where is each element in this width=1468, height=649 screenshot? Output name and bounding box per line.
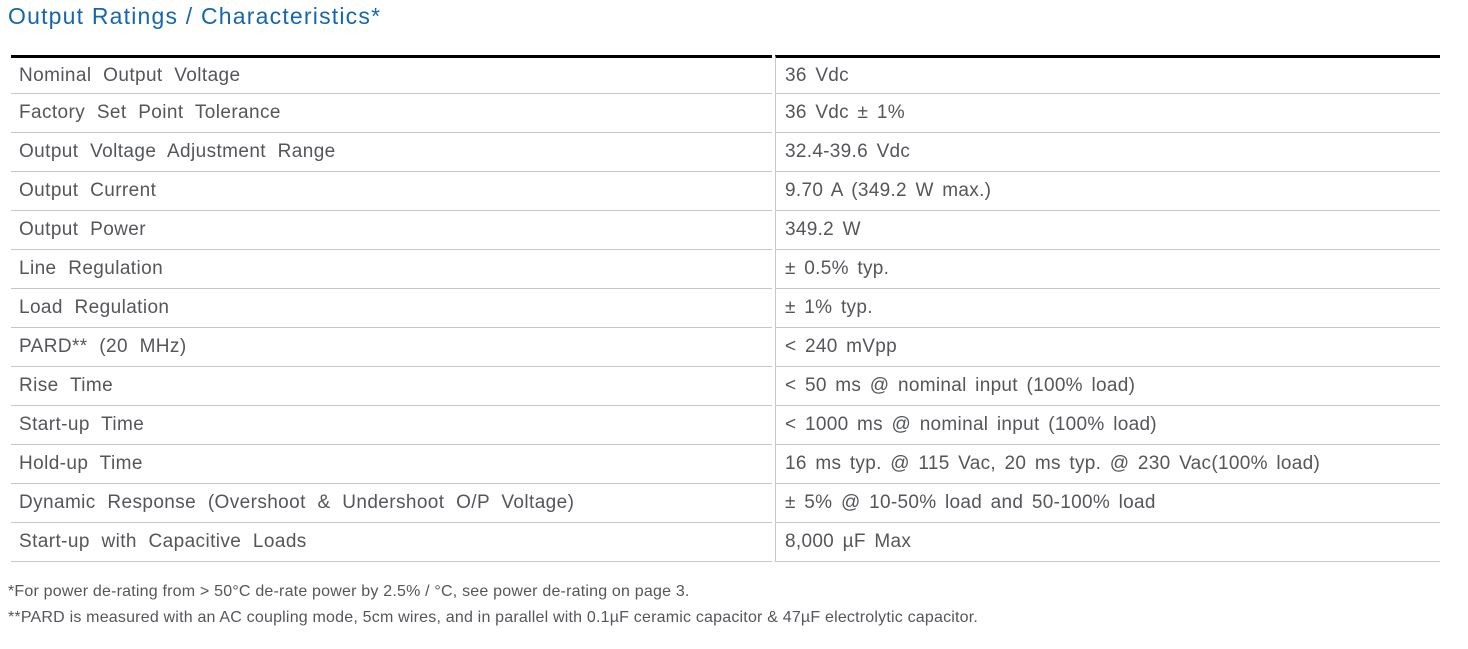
table-row: Line Regulation ± 0.5% typ. xyxy=(11,250,1440,289)
row-parameter-value: 8,000 µF Max xyxy=(775,523,1440,562)
row-parameter-value: < 240 mVpp xyxy=(775,328,1440,367)
row-parameter-label: Rise Time xyxy=(11,367,772,406)
row-parameter-label: Output Power xyxy=(11,211,772,250)
row-parameter-value: ± 1% typ. xyxy=(775,289,1440,328)
row-parameter-label: Factory Set Point Tolerance xyxy=(11,94,772,133)
row-parameter-label: Line Regulation xyxy=(11,250,772,289)
table-row: PARD** (20 MHz) < 240 mVpp xyxy=(11,328,1440,367)
row-parameter-label: Hold-up Time xyxy=(11,445,772,484)
table-body: Nominal Output Voltage 36 Vdc Factory Se… xyxy=(11,55,1440,562)
row-parameter-value: < 1000 ms @ nominal input (100% load) xyxy=(775,406,1440,445)
row-parameter-label: Output Voltage Adjustment Range xyxy=(11,133,772,172)
table-row: Load Regulation ± 1% typ. xyxy=(11,289,1440,328)
row-parameter-label: Dynamic Response (Overshoot & Undershoot… xyxy=(11,484,772,523)
page-title: Output Ratings / Characteristics* xyxy=(8,3,382,29)
table-row: Dynamic Response (Overshoot & Undershoot… xyxy=(11,484,1440,523)
table-row: Start-up Time < 1000 ms @ nominal input … xyxy=(11,406,1440,445)
table-row: Factory Set Point Tolerance 36 Vdc ± 1% xyxy=(11,94,1440,133)
row-parameter-label: Start-up with Capacitive Loads xyxy=(11,523,772,562)
row-parameter-value: < 50 ms @ nominal input (100% load) xyxy=(775,367,1440,406)
row-parameter-value: 36 Vdc ± 1% xyxy=(775,94,1440,133)
row-parameter-label: Nominal Output Voltage xyxy=(11,55,772,94)
table-row: Output Voltage Adjustment Range 32.4-39.… xyxy=(11,133,1440,172)
table-row: Output Current 9.70 A (349.2 W max.) xyxy=(11,172,1440,211)
row-parameter-value: 16 ms typ. @ 115 Vac, 20 ms typ. @ 230 V… xyxy=(775,445,1440,484)
table-row: Output Power 349.2 W xyxy=(11,211,1440,250)
row-parameter-value: 9.70 A (349.2 W max.) xyxy=(775,172,1440,211)
table-row: Nominal Output Voltage 36 Vdc xyxy=(11,55,1440,94)
footnote: *For power de-rating from > 50°C de-rate… xyxy=(8,583,690,600)
row-parameter-value: 36 Vdc xyxy=(775,55,1440,94)
footnotes: *For power de-rating from > 50°C de-rate… xyxy=(8,579,1468,631)
table-row: Hold-up Time 16 ms typ. @ 115 Vac, 20 ms… xyxy=(11,445,1440,484)
row-parameter-value: 349.2 W xyxy=(775,211,1440,250)
output-ratings-table: Nominal Output Voltage 36 Vdc Factory Se… xyxy=(8,55,1443,562)
row-parameter-label: Start-up Time xyxy=(11,406,772,445)
table-row: Rise Time < 50 ms @ nominal input (100% … xyxy=(11,367,1440,406)
row-parameter-value: ± 0.5% typ. xyxy=(775,250,1440,289)
table-row: Start-up with Capacitive Loads 8,000 µF … xyxy=(11,523,1440,562)
row-parameter-value: 32.4-39.6 Vdc xyxy=(775,133,1440,172)
row-parameter-value: ± 5% @ 10-50% load and 50-100% load xyxy=(775,484,1440,523)
footnote: **PARD is measured with an AC coupling m… xyxy=(8,609,979,626)
row-parameter-label: Load Regulation xyxy=(11,289,772,328)
row-parameter-label: Output Current xyxy=(11,172,772,211)
row-parameter-label: PARD** (20 MHz) xyxy=(11,328,772,367)
